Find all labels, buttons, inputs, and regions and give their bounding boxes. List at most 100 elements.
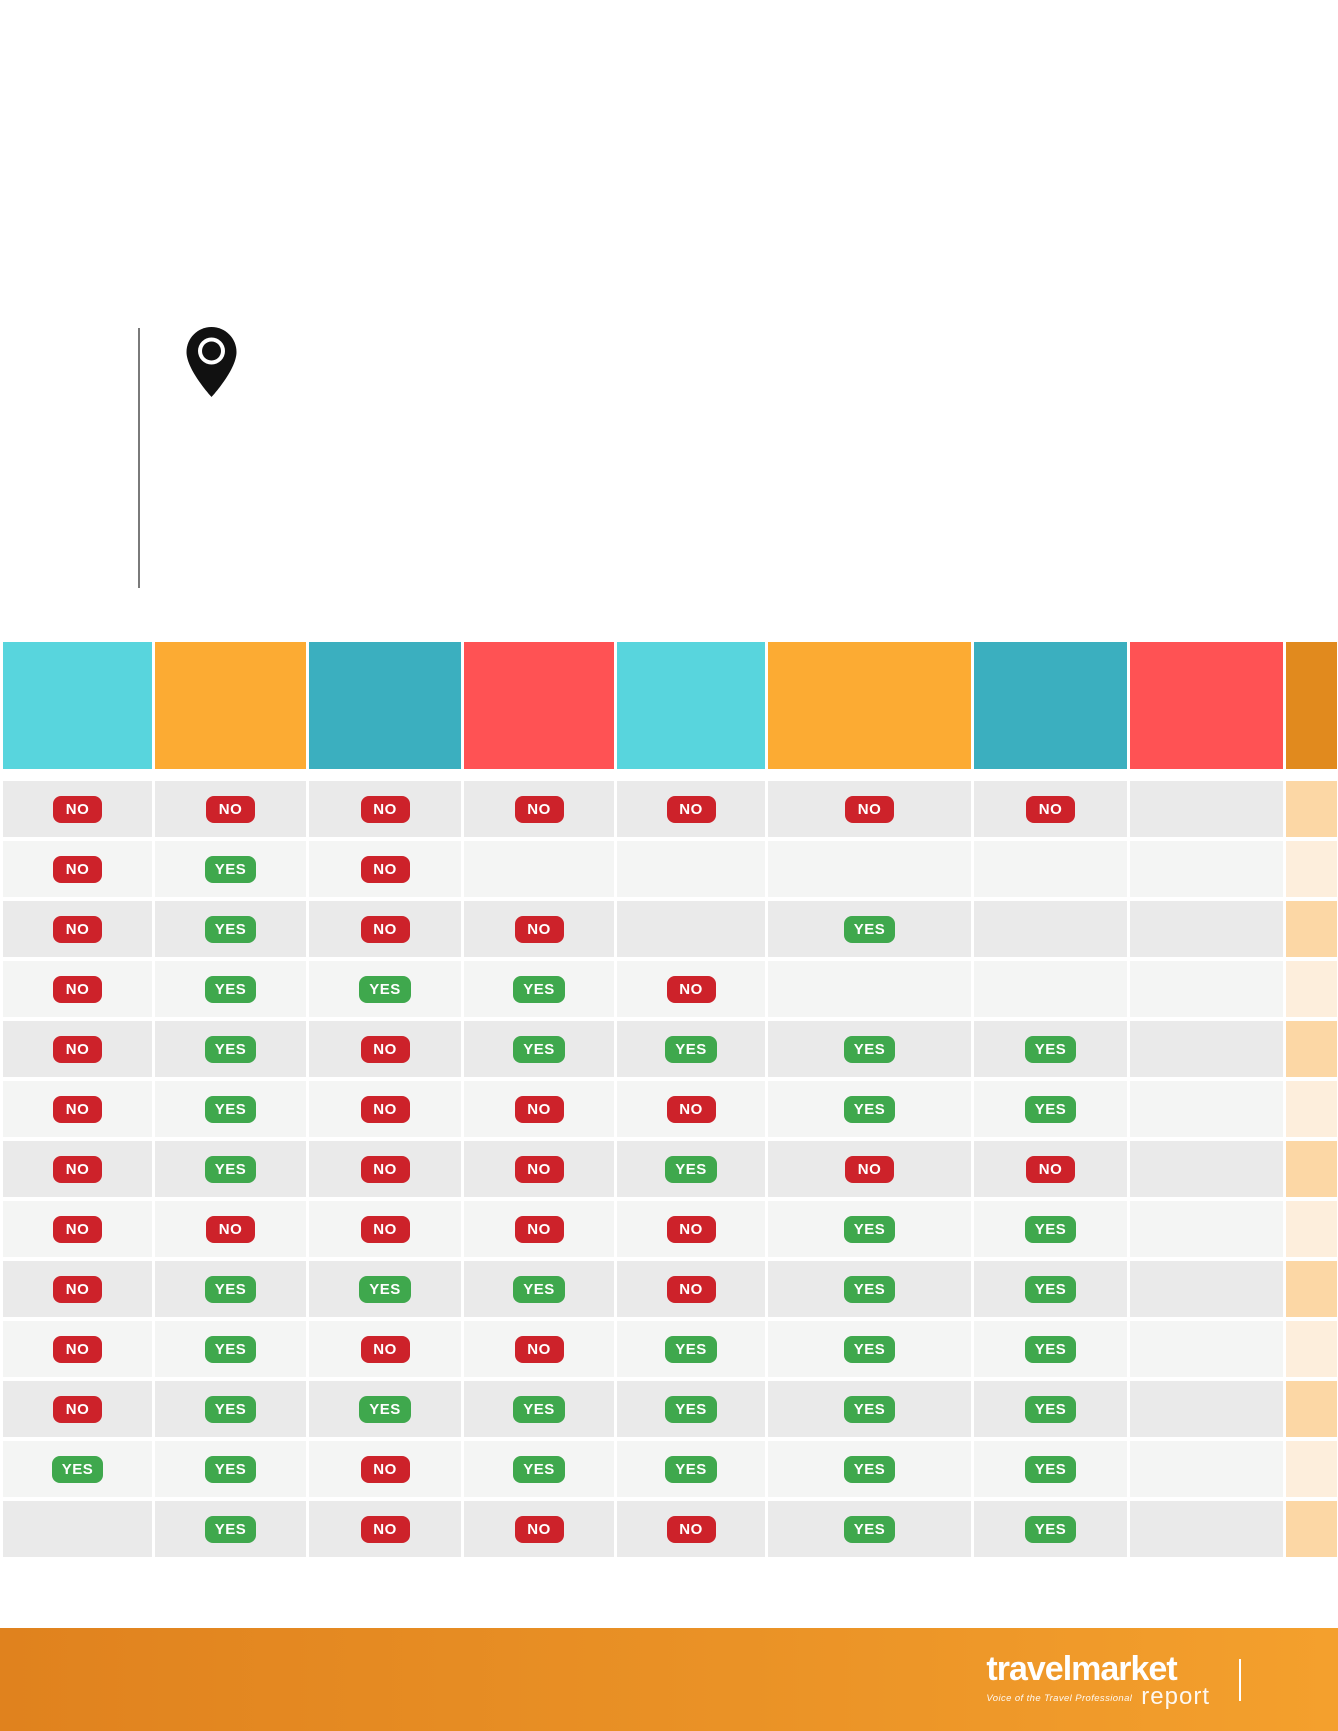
table-cell: NO [464,1081,614,1137]
status-badge-no: NO [53,795,102,823]
status-badge-yes: YES [1024,1035,1077,1063]
brand-subline: Voice of the Travel Professional report [986,1685,1210,1709]
table-cell: NO [464,1201,614,1257]
status-badge-no: NO [360,1155,410,1183]
status-badge-yes: YES [204,1275,257,1303]
status-badge-yes: YES [204,1455,257,1483]
table-cell: YES [974,1021,1127,1077]
status-badge-yes: YES [51,1455,104,1483]
header-cell-8 [1130,642,1283,769]
status-badge-no: NO [360,1515,410,1543]
status-badge-yes: YES [843,915,896,943]
table-cell: YES [309,1261,461,1317]
header-cell-7 [974,642,1127,769]
table-cell: NO [464,1141,614,1197]
table-cell: YES [974,1201,1127,1257]
table-cell: YES [768,1261,971,1317]
table-cell: YES [155,1321,306,1377]
table-cell [1130,781,1283,837]
status-badge-yes: YES [1024,1395,1077,1423]
accent-cell [1286,841,1337,897]
status-badge-yes: YES [359,1275,411,1303]
brand-logo: travelmarket Voice of the Travel Profess… [986,1652,1210,1709]
status-badge-yes: YES [1024,1515,1077,1543]
status-badge-yes: YES [843,1215,896,1243]
table-cell: YES [617,1381,765,1437]
table-cell [1130,841,1283,897]
table-cell: NO [309,841,461,897]
table-cell: NO [617,1501,765,1557]
table-cell: NO [617,961,765,1017]
accent-cell [1286,1381,1337,1437]
map-pin-icon [186,327,237,397]
table-cell: YES [617,1441,765,1497]
status-badge-yes: YES [204,915,257,943]
status-badge-yes: YES [665,1395,717,1423]
status-badge-no: NO [53,1035,102,1063]
table-cell: YES [768,1441,971,1497]
status-badge-no: NO [666,1215,716,1243]
table-cell: NO [617,1201,765,1257]
table-cell: NO [155,1201,306,1257]
table-cell: NO [974,781,1127,837]
accent-cell [1286,901,1337,957]
table-cell: NO [617,781,765,837]
header-cell-5 [617,642,765,769]
table-cell [1130,901,1283,957]
status-badge-no: NO [514,795,564,823]
status-badge-yes: YES [665,1335,717,1363]
table-cell [974,841,1127,897]
table-cell: NO [309,1081,461,1137]
status-badge-no: NO [666,795,716,823]
table-cell [1130,1201,1283,1257]
status-badge-yes: YES [665,1155,717,1183]
table-cell [768,961,971,1017]
table-cell: NO [155,781,306,837]
table-cell: NO [464,901,614,957]
table-cell: YES [3,1441,152,1497]
status-badge-no: NO [53,1395,102,1423]
table-cell: NO [309,1441,461,1497]
status-badge-yes: YES [1024,1335,1077,1363]
table-cell: YES [974,1081,1127,1137]
table-cell: NO [768,1141,971,1197]
status-badge-no: NO [666,1515,716,1543]
footer-bar: travelmarket Voice of the Travel Profess… [0,1628,1338,1731]
table-row: YES NO NO NO YES YES [0,1501,1338,1557]
status-badge-no: NO [514,1215,564,1243]
table-cell: NO [3,1321,152,1377]
table-row: NO YES YES YES NO YES YES [0,1261,1338,1317]
table-cell [1130,1321,1283,1377]
table-cell: NO [464,1321,614,1377]
status-badge-no: NO [514,1155,564,1183]
accent-vertical-line [138,328,140,588]
header-cell-1 [3,642,152,769]
status-badge-yes: YES [843,1455,896,1483]
accent-cell [1286,1201,1337,1257]
status-badge-no: NO [845,1155,894,1183]
status-badge-no: NO [360,1335,410,1363]
table-row: NO YES YES YES NO [0,961,1338,1017]
table-cell [1130,1261,1283,1317]
status-badge-yes: YES [513,1275,565,1303]
table-cell: YES [155,1381,306,1437]
accent-cell [1286,1441,1337,1497]
table-cell: YES [155,1141,306,1197]
table-cell: NO [974,1141,1127,1197]
table-cell: NO [3,1261,152,1317]
status-badge-no: NO [845,795,894,823]
accent-cell [1286,1501,1337,1557]
table-cell [1130,961,1283,1017]
status-badge-yes: YES [1024,1095,1077,1123]
status-badge-yes: YES [204,1395,257,1423]
status-badge-yes: YES [204,855,257,883]
status-badge-yes: YES [843,1335,896,1363]
status-badge-no: NO [514,1095,564,1123]
status-badge-yes: YES [843,1035,896,1063]
table-cell: YES [974,1261,1127,1317]
table-cell: YES [155,1021,306,1077]
brand-tagline: Voice of the Travel Professional [986,1692,1133,1704]
table-cell [1130,1381,1283,1437]
status-badge-yes: YES [204,1095,257,1123]
